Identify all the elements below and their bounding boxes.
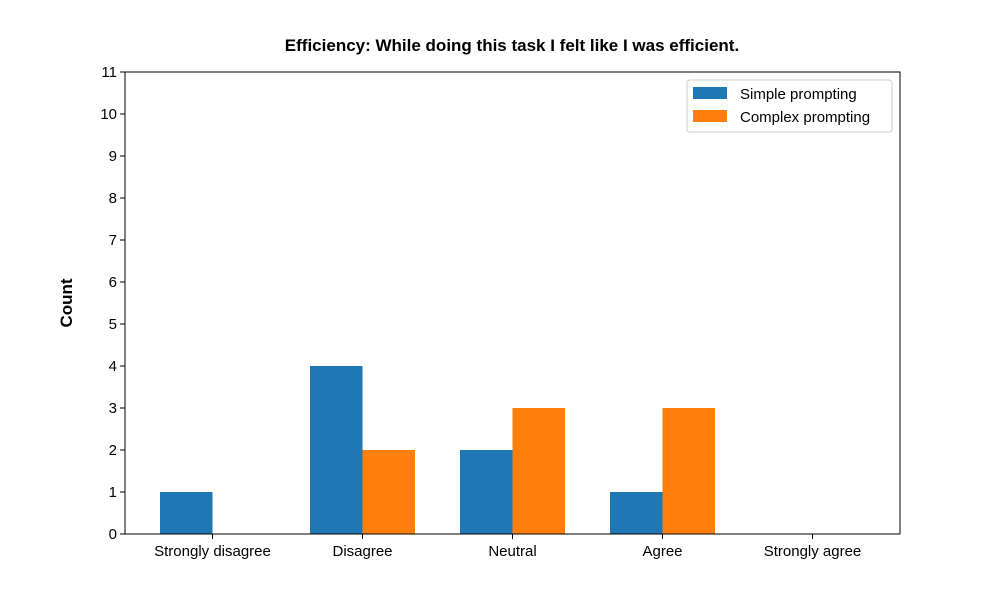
y-tick-label: 1 <box>109 484 117 501</box>
bar-simple-0 <box>160 492 213 534</box>
legend-label-simple: Simple prompting <box>740 86 857 103</box>
bar-simple-2 <box>460 450 513 534</box>
y-tick-label: 9 <box>109 148 117 165</box>
x-axis: Strongly disagree Disagree Neutral Agree Str… <box>154 534 861 560</box>
legend-swatch-complex <box>693 110 727 122</box>
y-tick-label: 8 <box>109 190 117 207</box>
y-tick-label: 2 <box>109 442 117 459</box>
bar-complex-1 <box>362 450 415 534</box>
bar-simple-1 <box>310 366 363 534</box>
bars-layer <box>160 366 715 534</box>
legend-box <box>686 79 893 133</box>
x-tick-label: Agree <box>642 543 682 560</box>
y-tick-label: 6 <box>109 274 117 291</box>
bar-complex-2 <box>512 408 565 534</box>
y-tick-label: 4 <box>109 358 117 375</box>
legend-label-complex: Complex prompting <box>740 109 870 126</box>
y-axis-label: Count <box>57 278 76 327</box>
y-tick-label: 0 <box>109 526 117 543</box>
x-tick-label: Strongly disagree <box>154 543 271 560</box>
y-tick-label: 7 <box>109 232 117 249</box>
bar-simple-3 <box>610 492 663 534</box>
y-tick-label: 10 <box>100 106 117 123</box>
chart-title: Efficiency: While doing this task I felt… <box>285 36 739 55</box>
y-tick-label: 11 <box>101 64 117 81</box>
y-axis: 0 1 2 3 4 5 6 7 8 9 10 11 <box>100 64 125 543</box>
x-tick-label: Neutral <box>488 543 536 560</box>
legend: Simple prompting Complex prompting <box>686 79 893 133</box>
plot-frame <box>124 71 901 535</box>
x-tick-label: Strongly agree <box>764 543 862 560</box>
bar-complex-3 <box>662 408 715 534</box>
legend-swatch-simple <box>693 87 727 99</box>
x-tick-label: Disagree <box>332 543 392 560</box>
y-tick-label: 3 <box>109 400 117 417</box>
y-tick-label: 5 <box>109 316 117 333</box>
